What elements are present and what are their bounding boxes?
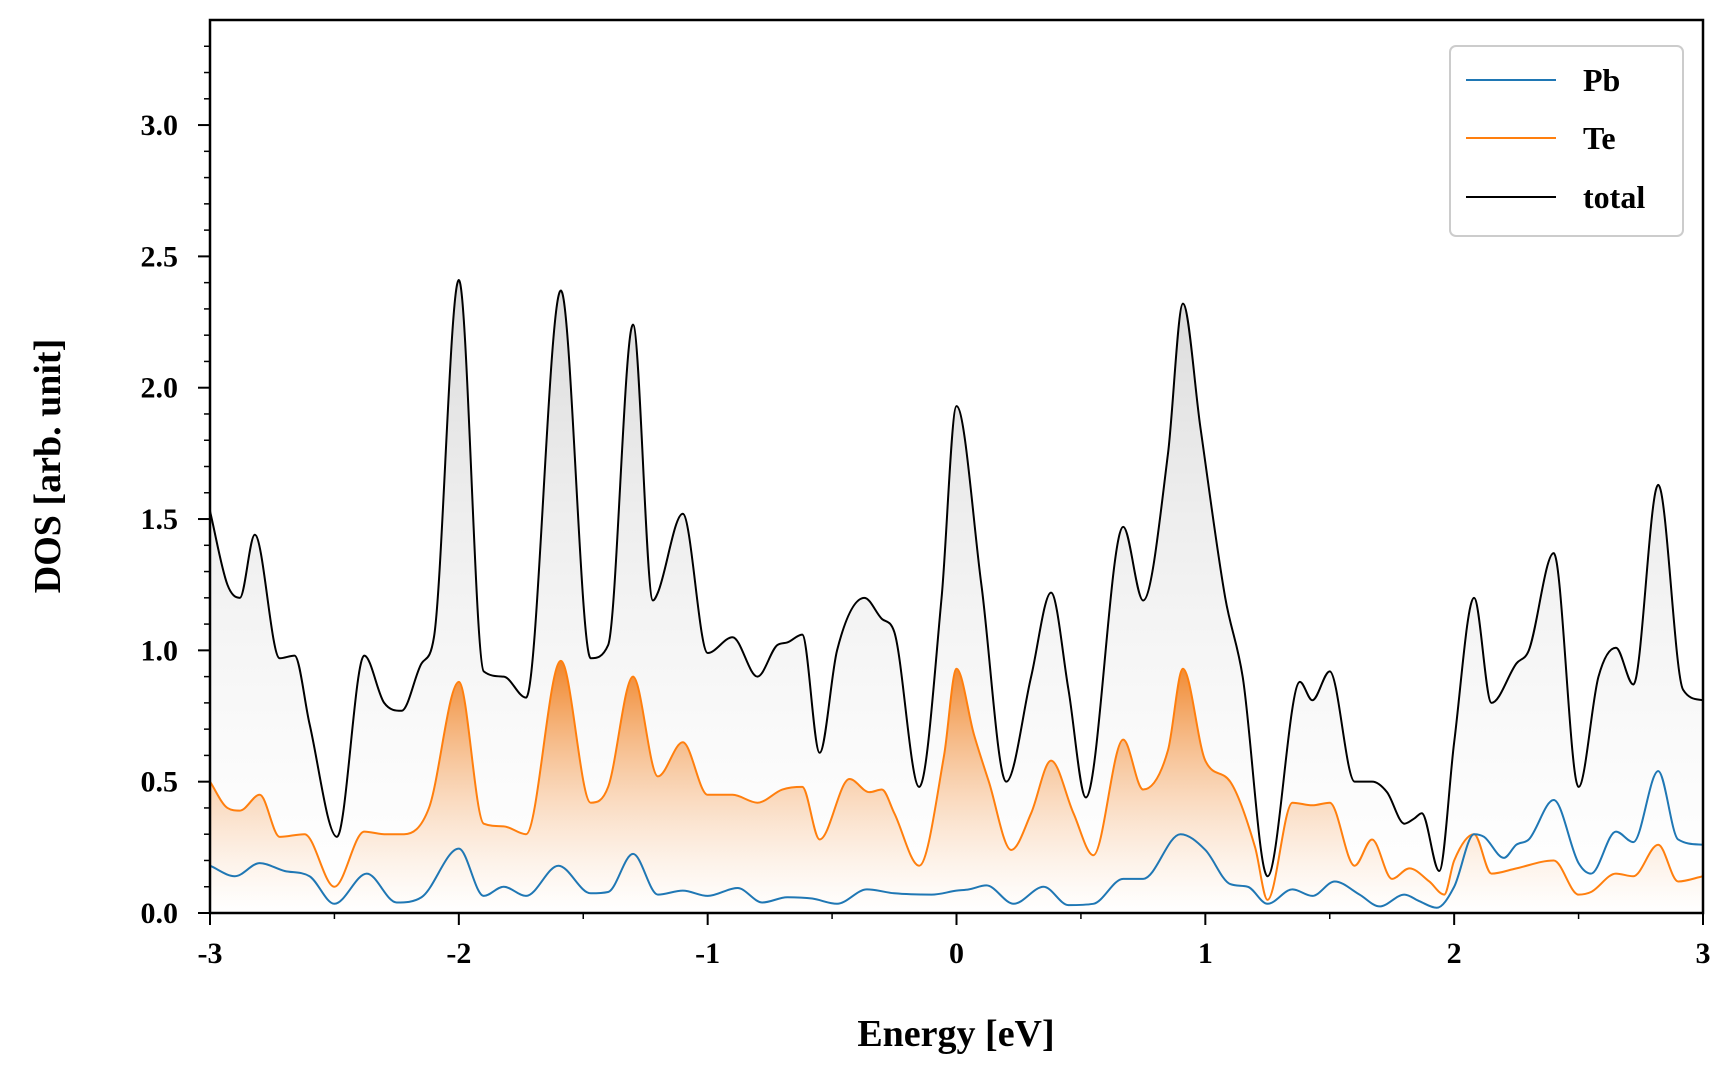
series-te-line xyxy=(210,659,1703,901)
legend-te-label: Te xyxy=(1583,120,1616,156)
y-tick-label: 2.0 xyxy=(141,372,179,405)
plot-area: -3 -2 -1 0 1 2 3 0.0 0.5 1.0 1.5 2.0 2.5 3.0 xyxy=(141,18,1711,970)
x-tick-label: 3 xyxy=(1696,937,1711,970)
x-tick-label: -1 xyxy=(695,937,720,970)
series-te-fill xyxy=(210,660,1703,913)
y-axis-label: DOS [arb. unit] xyxy=(27,339,69,593)
y-tick-label: 3.0 xyxy=(141,109,179,142)
x-tick-label: 1 xyxy=(1198,937,1213,970)
x-tick-label: 2 xyxy=(1447,937,1462,970)
y-axis: 0.0 0.5 1.0 1.5 2.0 2.5 3.0 xyxy=(141,45,210,930)
y-tick-label: 1.5 xyxy=(141,503,179,536)
x-tick-label: -2 xyxy=(446,937,471,970)
series-total-fill xyxy=(210,280,1703,913)
series-total-line xyxy=(210,279,1703,878)
y-tick-label: 0.5 xyxy=(141,766,179,799)
legend-pb-label: Pb xyxy=(1583,62,1620,98)
x-axis: -3 -2 -1 0 1 2 3 xyxy=(198,913,1711,970)
x-tick-label: -3 xyxy=(198,937,223,970)
x-tick-label: 0 xyxy=(949,937,964,970)
series-pb-line xyxy=(210,770,1703,909)
x-axis-label: Energy [eV] xyxy=(857,1013,1054,1055)
y-tick-label: 1.0 xyxy=(141,634,179,667)
legend-box xyxy=(1449,45,1684,237)
legend: Pb Te total xyxy=(1449,45,1684,237)
legend-total-label: total xyxy=(1583,179,1645,215)
y-tick-label: 0.0 xyxy=(141,897,179,930)
y-tick-label: 2.5 xyxy=(141,240,179,273)
